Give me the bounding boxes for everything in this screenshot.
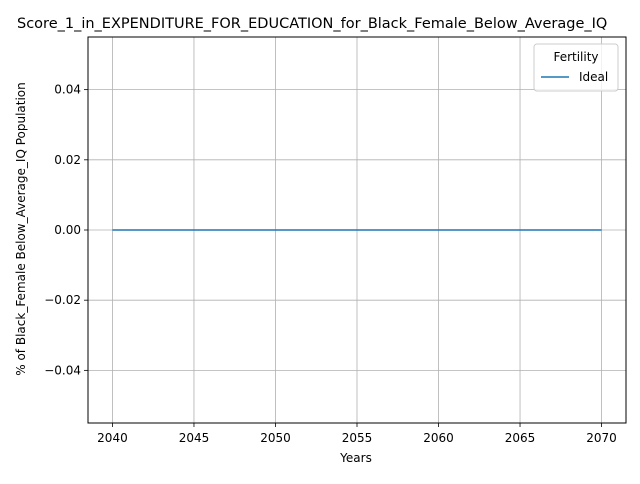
x-tick-label: 2040	[97, 431, 128, 445]
x-axis-ticks: 2040 2045 2050 2055 2060 2065 2070	[97, 423, 617, 445]
x-tick-label: 2055	[342, 431, 373, 445]
y-axis-ticks: −0.04 −0.02 0.00 0.02 0.04	[44, 83, 88, 377]
y-tick-label: 0.00	[54, 223, 81, 237]
y-tick-label: 0.02	[54, 153, 81, 167]
chart-title: Score_1_in_EXPENDITURE_FOR_EDUCATION_for…	[17, 16, 607, 32]
x-tick-label: 2060	[423, 431, 454, 445]
x-axis-label: Years	[339, 451, 372, 465]
x-tick-label: 2045	[179, 431, 210, 445]
x-tick-label: 2050	[260, 431, 291, 445]
y-axis-label: % of Black_Female Below_Average_IQ Popul…	[14, 82, 28, 376]
legend-title: Fertility	[553, 50, 598, 64]
y-tick-label: 0.04	[54, 83, 81, 97]
y-tick-label: −0.02	[44, 293, 81, 307]
legend-box	[533, 43, 619, 92]
x-tick-label: 2070	[586, 431, 617, 445]
legend: Fertility Ideal	[533, 43, 619, 92]
legend-label-ideal: Ideal	[579, 70, 608, 84]
y-tick-label: −0.04	[44, 363, 81, 377]
x-tick-label: 2065	[505, 431, 536, 445]
